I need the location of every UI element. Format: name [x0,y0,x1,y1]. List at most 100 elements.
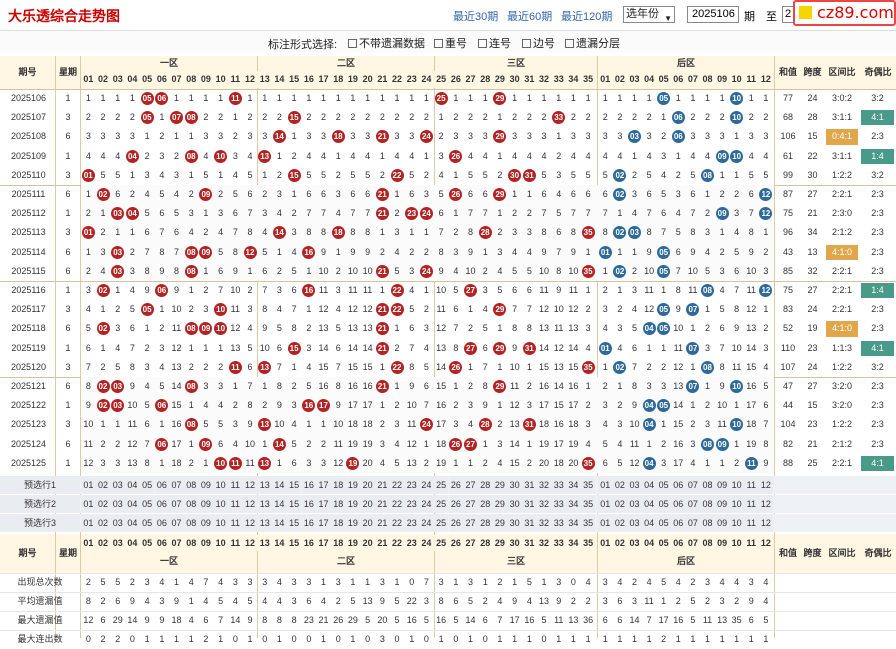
option-edge[interactable]: 边号 [522,35,555,51]
pred-back-number[interactable]: 08 [700,514,715,532]
pred-front-number[interactable]: 23 [404,495,420,513]
pred-front-number[interactable]: 18 [330,495,346,513]
pred-back-number[interactable]: 10 [729,495,744,513]
pred-front-number[interactable]: 25 [433,514,449,532]
range-link-120[interactable]: 最近120期 [561,11,613,23]
pred-back-number[interactable]: 01 [598,476,613,494]
pred-front-number[interactable]: 31 [522,514,537,532]
pred-back-number[interactable]: 07 [685,514,701,532]
checkbox-icon[interactable] [348,39,357,48]
pred-front-number[interactable]: 29 [492,514,508,532]
pred-front-number[interactable]: 13 [257,514,273,532]
pred-front-number[interactable]: 35 [580,514,596,532]
pred-front-number[interactable]: 08 [183,514,199,532]
pred-front-number[interactable]: 12 [242,514,258,532]
pred-front-number[interactable]: 16 [301,514,317,532]
pred-back-number[interactable]: 01 [598,514,613,532]
pred-front-number[interactable]: 26 [448,495,464,513]
option-repeat[interactable]: 重号 [434,35,467,51]
pred-front-number[interactable]: 03 [110,514,126,532]
pred-back-number[interactable]: 02 [612,476,628,494]
pred-front-number[interactable]: 07 [169,495,184,513]
pred-back-number[interactable]: 11 [744,495,759,513]
pred-back-number[interactable]: 02 [612,495,628,513]
pred-front-number[interactable]: 10 [213,514,228,532]
checkbox-icon[interactable] [522,39,531,48]
pred-back-number[interactable]: 09 [714,495,730,513]
pred-back-number[interactable]: 02 [612,514,628,532]
pred-front-number[interactable]: 07 [169,514,184,532]
pred-front-number[interactable]: 33 [551,476,567,494]
pred-front-number[interactable]: 31 [522,495,537,513]
pred-front-number[interactable]: 05 [139,495,155,513]
pred-front-number[interactable]: 01 [81,476,96,494]
pred-front-number[interactable]: 22 [389,514,405,532]
pred-front-number[interactable]: 30 [507,495,522,513]
pred-back-number[interactable]: 06 [671,514,686,532]
pred-front-number[interactable]: 22 [389,495,405,513]
pred-front-number[interactable]: 30 [507,514,522,532]
pred-front-number[interactable]: 33 [551,495,567,513]
pred-back-number[interactable]: 12 [758,514,774,532]
pred-front-number[interactable]: 11 [228,476,243,494]
pred-front-number[interactable]: 06 [154,495,170,513]
pred-front-number[interactable]: 29 [492,495,508,513]
pred-front-number[interactable]: 19 [345,495,361,513]
pred-front-number[interactable]: 29 [492,476,508,494]
pred-front-number[interactable]: 05 [139,514,155,532]
pred-back-number[interactable]: 04 [641,514,657,532]
pred-front-number[interactable]: 13 [257,476,273,494]
pred-front-number[interactable]: 28 [477,514,493,532]
pred-back-number[interactable]: 06 [671,476,686,494]
checkbox-icon[interactable] [565,39,574,48]
pred-front-number[interactable]: 09 [198,514,214,532]
period-from-input[interactable]: 2025106 [687,6,739,23]
pred-front-number[interactable]: 17 [316,514,331,532]
pred-front-number[interactable]: 04 [125,495,140,513]
option-layered[interactable]: 遗漏分层 [565,35,620,51]
pred-front-number[interactable]: 18 [330,514,346,532]
pred-back-number[interactable]: 05 [656,476,671,494]
pred-front-number[interactable]: 14 [272,495,287,513]
pred-back-number[interactable]: 04 [641,495,657,513]
pred-back-number[interactable]: 05 [656,514,671,532]
pred-back-number[interactable]: 08 [700,476,715,494]
pred-front-number[interactable]: 12 [242,495,258,513]
pred-front-number[interactable]: 03 [110,495,126,513]
pred-back-number[interactable]: 09 [714,514,730,532]
pred-front-number[interactable]: 22 [389,476,405,494]
pred-front-number[interactable]: 24 [419,476,434,494]
pred-front-number[interactable]: 27 [463,514,478,532]
pred-front-number[interactable]: 09 [198,495,214,513]
pred-front-number[interactable]: 24 [419,514,434,532]
pred-front-number[interactable]: 21 [375,514,390,532]
checkbox-icon[interactable] [434,39,443,48]
pred-front-number[interactable]: 28 [477,476,493,494]
pred-front-number[interactable]: 26 [448,514,464,532]
pred-front-number[interactable]: 09 [198,476,214,494]
pred-front-number[interactable]: 01 [81,514,96,532]
range-link-60[interactable]: 最近60期 [507,11,553,23]
pred-front-number[interactable]: 01 [81,495,96,513]
pred-front-number[interactable]: 15 [286,476,302,494]
pred-back-number[interactable]: 07 [685,495,701,513]
pred-back-number[interactable]: 07 [685,476,701,494]
pred-front-number[interactable]: 04 [125,476,140,494]
pred-front-number[interactable]: 18 [330,476,346,494]
pred-front-number[interactable]: 02 [95,514,111,532]
pred-back-number[interactable]: 11 [744,476,759,494]
pred-front-number[interactable]: 27 [463,495,478,513]
pred-front-number[interactable]: 13 [257,495,273,513]
pred-front-number[interactable]: 20 [360,495,375,513]
pred-front-number[interactable]: 08 [183,495,199,513]
pred-front-number[interactable]: 19 [345,476,361,494]
pred-front-number[interactable]: 24 [419,495,434,513]
pred-back-number[interactable]: 09 [714,476,730,494]
pred-front-number[interactable]: 10 [213,476,228,494]
pred-front-number[interactable]: 34 [566,495,581,513]
year-select[interactable]: 选年份 ▼ [623,6,675,23]
pred-front-number[interactable]: 34 [566,476,581,494]
pred-front-number[interactable]: 16 [301,495,317,513]
pred-front-number[interactable]: 15 [286,514,302,532]
pred-back-number[interactable]: 05 [656,495,671,513]
